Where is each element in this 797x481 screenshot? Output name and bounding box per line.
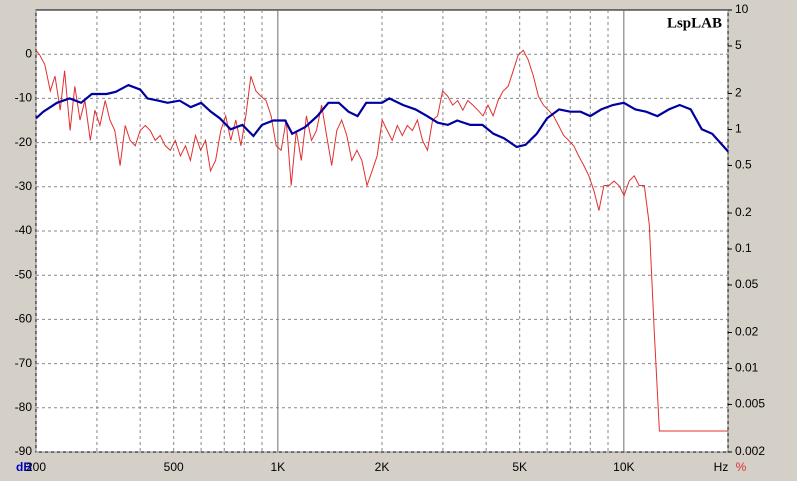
x-axis-unit: Hz: [714, 460, 729, 474]
y-tick-label: 0: [25, 46, 32, 60]
y2-tick-label: 2: [735, 86, 742, 100]
watermark: LspLAB: [667, 15, 722, 31]
y-tick-label: -40: [15, 223, 33, 237]
y-tick-label: -70: [15, 356, 33, 370]
x-tick-label: 200: [26, 460, 46, 474]
y-tick-label: -50: [15, 267, 33, 281]
y-tick-label: -20: [15, 135, 33, 149]
y-tick-label: -30: [15, 179, 33, 193]
y2-tick-label: 0.01: [735, 361, 759, 375]
y2-tick-label: 0.1: [735, 241, 752, 255]
y-tick-label: -60: [15, 312, 33, 326]
x-tick-label: 5K: [512, 460, 527, 474]
data-line: [35, 49, 728, 432]
y-tick-label: -10: [15, 91, 33, 105]
y2-axis-unit: %: [736, 460, 747, 474]
y2-tick-label: 5: [735, 38, 742, 52]
data-line: [35, 83, 729, 153]
y-tick-label: -90: [15, 444, 33, 458]
y-tick-label: -80: [15, 400, 33, 414]
y2-tick-label: 0.2: [735, 205, 752, 219]
y-axis-unit: dB: [16, 460, 32, 474]
y2-tick-label: 10: [735, 2, 749, 16]
y2-tick-label: 0.05: [735, 277, 759, 291]
y2-tick-label: 0.5: [735, 158, 752, 172]
x-tick-label: 500: [164, 460, 184, 474]
x-tick-label: 10K: [613, 460, 634, 474]
x-tick-label: 2K: [375, 460, 390, 474]
y2-tick-label: 0.02: [735, 325, 759, 339]
y2-tick-label: 0.005: [735, 397, 765, 411]
x-tick-label: 1K: [270, 460, 285, 474]
y2-tick-label: 0.002: [735, 444, 765, 458]
y2-tick-label: 1: [735, 122, 742, 136]
